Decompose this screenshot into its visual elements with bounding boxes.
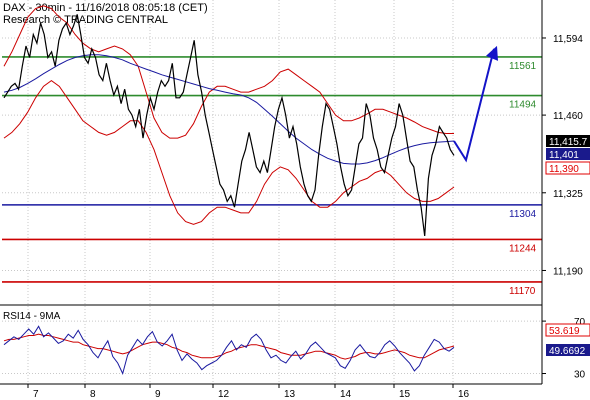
- price-tag-label: 11,415.7: [549, 137, 588, 148]
- x-tick-label: 12: [218, 389, 230, 400]
- price-tag-box: [546, 135, 590, 147]
- forecast-arrowhead: [486, 45, 498, 61]
- rsi-line: [3, 325, 455, 375]
- price-tag-label: 11,401: [549, 150, 579, 161]
- x-tick-label: 8: [90, 389, 96, 400]
- rsi-tag-label: 53.619: [549, 326, 580, 337]
- chart-credit: Research © TRADING CENTRAL: [3, 14, 168, 26]
- y-tick-label: 11,460: [553, 111, 583, 122]
- x-tick-label: 7: [33, 389, 39, 400]
- x-tick-label: 14: [340, 389, 352, 400]
- x-tick-label: 13: [284, 389, 296, 400]
- level-label-11561: 11561: [509, 61, 537, 72]
- price-tag-label: 11,390: [549, 164, 579, 175]
- rsi-tag-box: [545, 323, 590, 337]
- rsi-y-tick-label: 30: [574, 370, 586, 381]
- x-tick-label: 9: [155, 389, 161, 400]
- price-tag-box: [546, 148, 590, 160]
- moving-average-line: [3, 54, 455, 165]
- axis-labels: 11561 11494 11304 11244 11170 7 8 9 12 13 14 15 16 11…: [33, 34, 586, 400]
- level-label-11494: 11494: [509, 100, 537, 111]
- y-tick-label: 11,190: [553, 266, 583, 277]
- forecast-arrow-line: [453, 48, 495, 163]
- level-label-11244: 11244: [509, 243, 537, 254]
- level-label-11170: 11170: [509, 286, 536, 297]
- y-tick-label: 11,325: [553, 189, 583, 200]
- rsi-tag-box: [546, 344, 590, 356]
- price-line: [3, 14, 455, 236]
- bollinger-upper-line: [3, 5, 454, 139]
- grid-lines: [2, 0, 542, 384]
- value-tags: 11,415.7 11,401 11,390 53.619 49.6692: [545, 135, 590, 357]
- x-tick-label: 16: [458, 389, 470, 400]
- rsi-title: RSI14 - 9MA: [3, 311, 61, 322]
- rsi-y-tick-label: 70: [574, 317, 586, 328]
- price-tag-box: [545, 161, 590, 175]
- y-tick-label: 11,594: [553, 34, 583, 45]
- rsi-ma-line: [3, 333, 455, 360]
- price-panel-series: [3, 5, 498, 236]
- level-lines: [2, 56, 542, 283]
- level-label-11304: 11304: [509, 209, 537, 220]
- rsi-panel-series: RSI14 - 9MA: [3, 311, 455, 375]
- rsi-tag-label: 49.6692: [549, 346, 586, 357]
- axes: [0, 0, 546, 388]
- x-tick-label: 15: [399, 389, 411, 400]
- bollinger-lower-line: [3, 79, 455, 225]
